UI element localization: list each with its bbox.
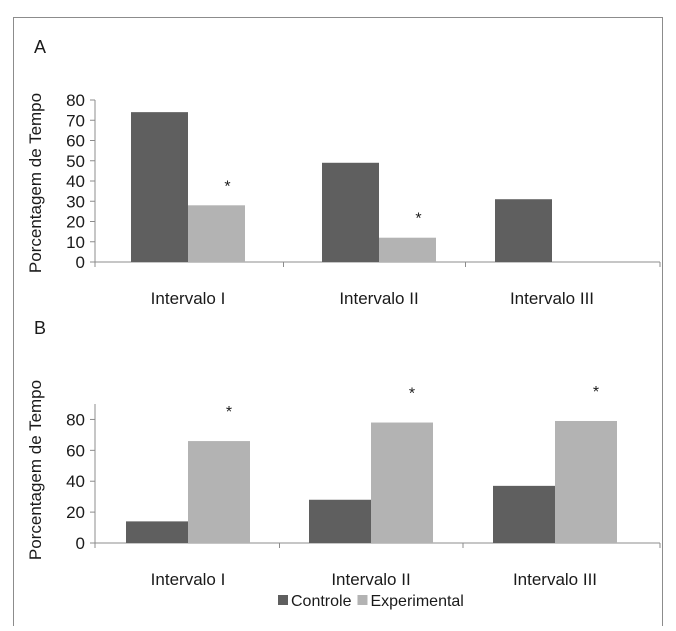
- significance-star: *: [415, 211, 421, 228]
- y-tick-label: 0: [76, 534, 85, 553]
- bar-controle: [309, 499, 371, 543]
- panel-label: B: [34, 318, 46, 338]
- bar-controle: [131, 112, 188, 263]
- y-tick-label: 30: [66, 192, 85, 211]
- significance-star: *: [226, 404, 232, 421]
- bar-experimental: [188, 441, 250, 543]
- y-tick-label: 70: [66, 111, 85, 130]
- significance-star: *: [224, 178, 230, 195]
- y-tick-label: 80: [66, 91, 85, 110]
- bar-experimental: [379, 237, 436, 262]
- bar-controle: [126, 521, 188, 543]
- bar-experimental: [188, 205, 245, 262]
- y-tick-label: 40: [66, 172, 85, 191]
- y-tick-label: 20: [66, 213, 85, 232]
- legend-swatch: [357, 595, 368, 605]
- bar-controle: [493, 485, 555, 543]
- y-tick-label: 60: [66, 441, 85, 460]
- significance-star: *: [409, 386, 415, 403]
- category-label: Intervalo III: [513, 570, 597, 589]
- y-axis-label: Porcentagem de Tempo: [26, 380, 45, 560]
- category-label: Intervalo II: [339, 289, 418, 308]
- bar-experimental: [555, 420, 617, 543]
- figure-frame: [13, 17, 663, 626]
- y-tick-label: 80: [66, 410, 85, 429]
- bar-experimental: [371, 422, 433, 543]
- category-label: Intervalo I: [151, 570, 226, 589]
- bar-controle: [322, 162, 379, 262]
- legend-label: Controle: [291, 593, 352, 610]
- y-tick-label: 50: [66, 152, 85, 171]
- y-tick-label: 20: [66, 503, 85, 522]
- legend-swatch: [278, 595, 288, 605]
- bar-controle: [495, 199, 552, 262]
- significance-star: *: [593, 384, 599, 401]
- panel-b: B 0 20 40 60 80 Porcentagem de Tempo Intervalo …: [26, 318, 661, 589]
- category-label: Intervalo I: [151, 289, 226, 308]
- y-tick-label: 10: [66, 233, 85, 252]
- legend: Controle Experimental: [278, 593, 464, 610]
- y-tick-label: 40: [66, 472, 85, 491]
- legend-label: Experimental: [370, 593, 463, 610]
- y-tick-label: 60: [66, 132, 85, 151]
- category-label: Intervalo III: [510, 289, 594, 308]
- panel-label: A: [34, 37, 46, 57]
- y-tick-label: 0: [76, 253, 85, 272]
- y-axis-label: Porcentagem de Tempo: [26, 93, 45, 273]
- category-label: Intervalo II: [331, 570, 410, 589]
